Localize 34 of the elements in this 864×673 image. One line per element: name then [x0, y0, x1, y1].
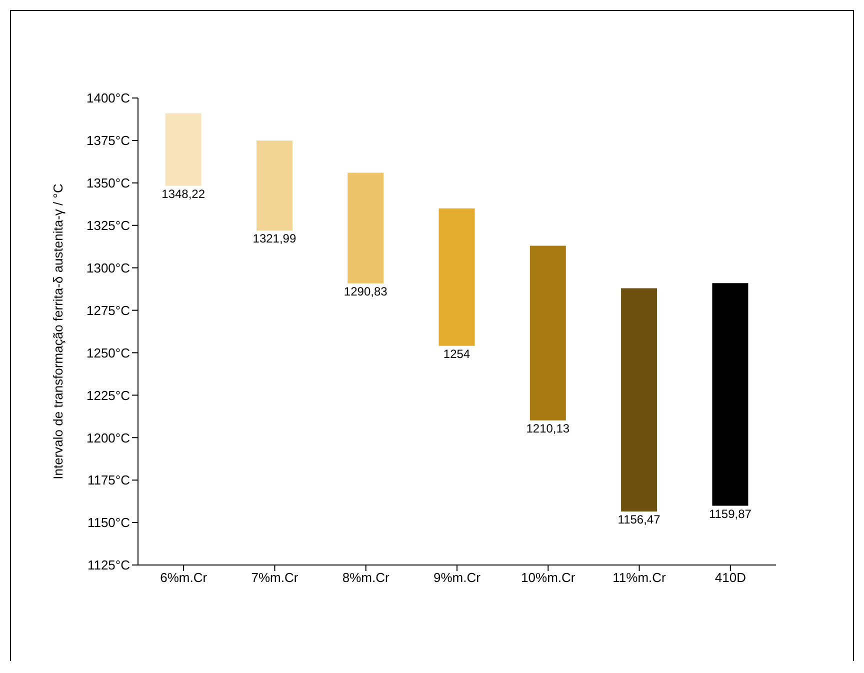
- y-tick-label: 1150°C: [87, 515, 130, 530]
- y-axis-title: Intervalo de transformação ferrita-δ austenita-γ / °C: [50, 184, 66, 480]
- x-tick-label: 6%m.Cr: [160, 570, 208, 586]
- annotation: 1156,47: [618, 512, 661, 527]
- x-tick-label: 10%m.Cr: [521, 570, 576, 586]
- bar: [621, 288, 658, 512]
- x-tick-label: 7%m.Cr: [251, 570, 299, 586]
- x-tick-label: 8%m.Cr: [342, 570, 390, 586]
- y-tick-label: 1200°C: [86, 430, 130, 446]
- annotation: 1321,99: [252, 231, 296, 246]
- y-tick-label: 1325°C: [86, 218, 130, 233]
- bar: [256, 140, 292, 230]
- y-tick-label: 1125°C: [87, 558, 130, 573]
- x-tick-label: 410D: [714, 570, 746, 586]
- y-tick-label: 1400°C: [86, 90, 130, 106]
- bar: [165, 113, 202, 186]
- bar: [712, 283, 748, 506]
- annotation: 1254: [443, 346, 470, 361]
- x-tick-label: 11%m.Cr: [612, 570, 667, 586]
- y-tick-label: 1375°C: [86, 133, 130, 148]
- annotation: 1210,13: [526, 421, 570, 436]
- y-tick-label: 1275°C: [86, 302, 130, 318]
- bar: [530, 246, 566, 420]
- bar: [348, 172, 384, 284]
- y-tick-label: 1350°C: [86, 176, 130, 191]
- annotation: 1159,87: [708, 506, 752, 521]
- y-tick-label: 1300°C: [86, 260, 130, 276]
- x-tick-label: 9%m.Cr: [434, 570, 482, 586]
- y-tick-label: 1225°C: [86, 388, 130, 403]
- y-tick-label: 1250°C: [86, 345, 130, 360]
- annotation: 1290,83: [344, 284, 388, 298]
- y-tick-label: 1175°C: [87, 472, 130, 488]
- bar: [438, 208, 475, 346]
- annotation: 1348,22: [162, 186, 206, 201]
